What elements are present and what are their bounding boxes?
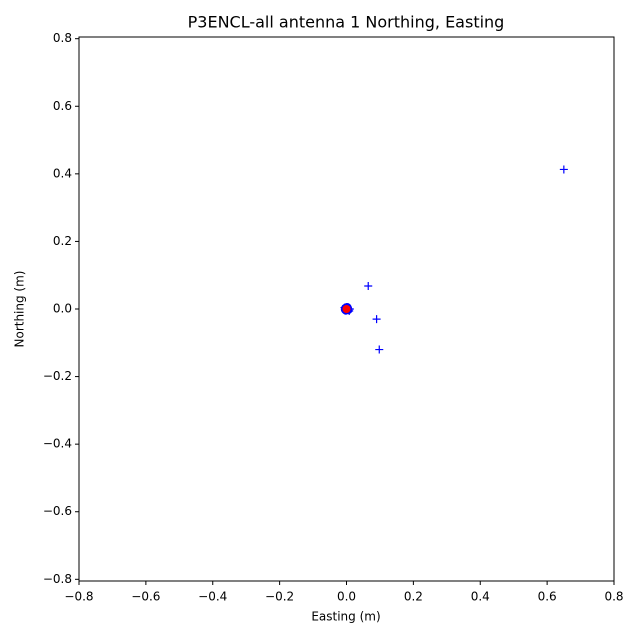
x-tick-label: 0.8 (604, 590, 623, 604)
x-tick-label: 0.6 (538, 590, 557, 604)
y-tick-label: −0.6 (43, 504, 72, 518)
y-tick-label: −0.4 (43, 437, 72, 451)
point (372, 315, 381, 324)
plot-frame (78, 36, 615, 582)
y-axis-label: Northing (m) (13, 271, 27, 348)
x-tick-label: 0.2 (404, 590, 423, 604)
x-tick-label: −0.8 (64, 590, 93, 604)
y-tick-label: 0.6 (53, 99, 72, 113)
x-tick-label: 0.0 (337, 590, 356, 604)
chart-title: P3ENCL-all antenna 1 Northing, Easting (188, 13, 505, 32)
x-tick-label: −0.2 (265, 590, 294, 604)
point (342, 305, 351, 313)
x-axis-label: Easting (m) (311, 610, 380, 624)
y-tick-label: −0.8 (43, 572, 72, 586)
point (364, 282, 373, 291)
x-tick-label: −0.6 (131, 590, 160, 604)
point (559, 165, 568, 174)
point (375, 345, 384, 354)
y-tick-label: 0.8 (53, 31, 72, 45)
y-tick-label: 0.0 (53, 302, 72, 316)
y-tick-label: 0.4 (53, 166, 72, 180)
x-tick-label: −0.4 (198, 590, 227, 604)
y-tick-label: 0.2 (53, 234, 72, 248)
y-tick-label: −0.2 (43, 369, 72, 383)
x-tick-label: 0.4 (471, 590, 490, 604)
